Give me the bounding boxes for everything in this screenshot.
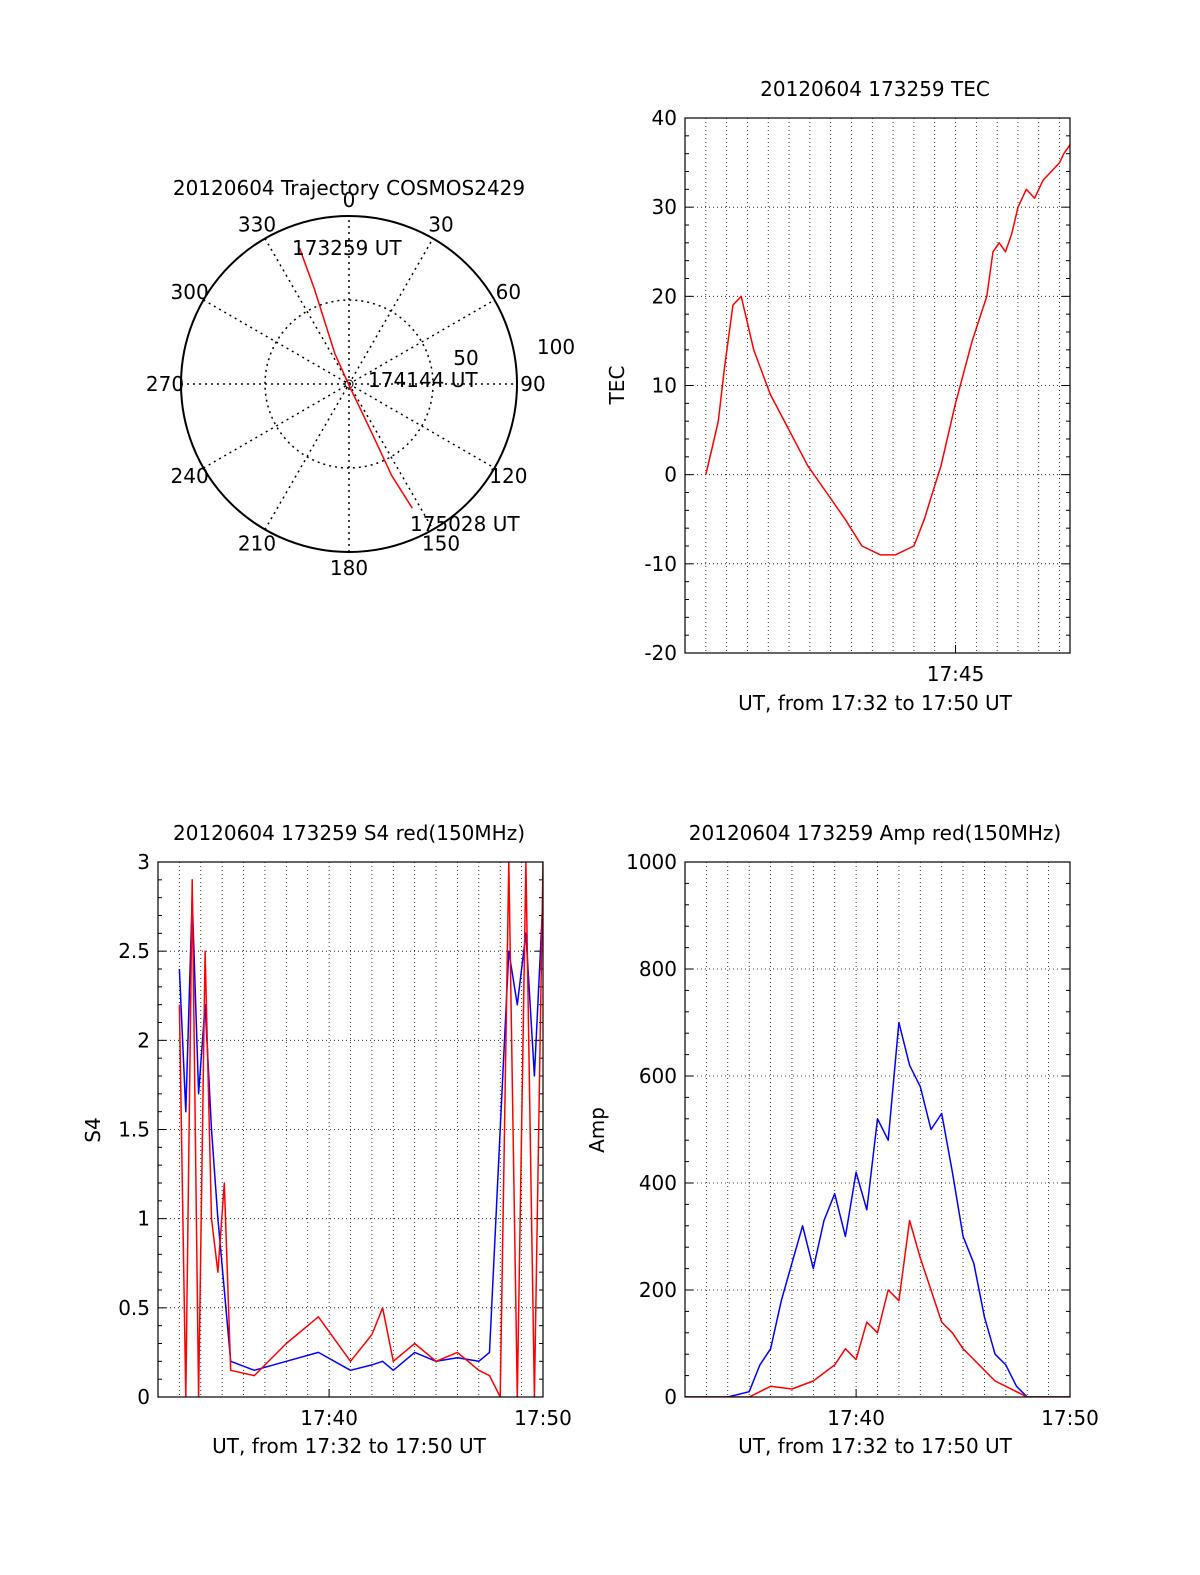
s4-series-line-1 (178, 862, 543, 1397)
trajectory-polar-panel: 20120604 Trajectory COSMOS2429 0 30 60 90 12… (146, 176, 575, 580)
s4-xlabel: UT, from 17:32 to 17:50 UT (212, 1434, 487, 1458)
polar-azimuth-label: 240 (171, 464, 209, 488)
amp-panel: 20120604 173259 Amp red(150MHz) UT, from… (585, 821, 1099, 1458)
amp-ytick-label: 600 (639, 1064, 677, 1088)
trajectory-start-label: 173259 UT (292, 236, 402, 260)
polar-azimuth-label: 210 (238, 531, 276, 555)
polar-azimuth-label: 90 (520, 372, 545, 396)
amp-xlabel: UT, from 17:32 to 17:50 UT (738, 1434, 1013, 1458)
amp-ytick-label: 1000 (626, 850, 677, 874)
s4-ylabel: S4 (81, 1117, 105, 1142)
tec-ytick-label: 40 (652, 106, 677, 130)
amp-ytick-label: 800 (639, 957, 677, 981)
amp-title: 20120604 173259 Amp red(150MHz) (689, 821, 1061, 845)
tec-series-line-0 (705, 144, 1070, 556)
polar-azimuth-label: 150 (422, 531, 460, 555)
polar-ring-label: 100 (537, 335, 575, 359)
amp-ytick-label: 200 (639, 1278, 677, 1302)
s4-ytick-label: 0 (137, 1385, 150, 1409)
polar-azimuth-label: 180 (330, 556, 368, 580)
tec-title: 20120604 173259 TEC (760, 77, 990, 101)
s4-ytick-label: 1 (137, 1207, 150, 1231)
tec-ytick-label: -10 (644, 552, 677, 576)
tec-ytick-label: 20 (652, 284, 677, 308)
tec-panel: 20120604 173259 TEC UT, from 17:32 to 17… (605, 77, 1071, 715)
s4-series-line-0 (178, 896, 543, 1372)
polar-azimuth-label: 0 (343, 188, 356, 212)
s4-ytick-label: 2.5 (118, 939, 150, 963)
tec-xtick-label: 17:45 (927, 662, 985, 686)
amp-series-line-1 (685, 1219, 1070, 1397)
tec-ytick-label: 0 (664, 463, 677, 487)
polar-azimuth-label: 30 (428, 213, 453, 237)
s4-title: 20120604 173259 S4 red(150MHz) (173, 821, 525, 845)
trajectory-end-label: 175028 UT (410, 512, 520, 536)
trajectory-mid-label: 174144 UT (368, 368, 478, 392)
s4-xtick-label: 17:50 (514, 1406, 572, 1430)
s4-ytick-label: 1.5 (118, 1118, 150, 1142)
amp-ylabel: Amp (585, 1107, 609, 1153)
polar-azimuth-label: 60 (496, 280, 521, 304)
tec-series-group (705, 144, 1070, 556)
s4-ytick-label: 0.5 (118, 1296, 150, 1320)
polar-title: 20120604 Trajectory COSMOS2429 (173, 176, 525, 200)
s4-series-group (178, 862, 543, 1397)
s4-ytick-label: 2 (137, 1028, 150, 1052)
tec-xlabel: UT, from 17:32 to 17:50 UT (738, 691, 1013, 715)
tec-frame (684, 117, 1071, 654)
amp-xtick-label: 17:50 (1041, 1406, 1099, 1430)
amp-ytick-label: 400 (639, 1171, 677, 1195)
trajectory-line (298, 247, 413, 509)
s4-ytick-label: 3 (137, 850, 150, 874)
s4-xtick-label: 17:40 (300, 1406, 358, 1430)
tec-ytick-label: 10 (652, 374, 677, 398)
polar-ring-label: 50 (453, 346, 478, 370)
tec-ylabel: TEC (605, 366, 629, 406)
polar-azimuth-label: 300 (171, 280, 209, 304)
tec-ytick-label: 30 (652, 195, 677, 219)
amp-series-line-0 (685, 1021, 1070, 1397)
amp-series-group (685, 1021, 1070, 1397)
tec-ytick-label: -20 (644, 641, 677, 665)
polar-azimuth-label: 120 (489, 464, 527, 488)
amp-ytick-label: 0 (664, 1385, 677, 1409)
amp-xtick-label: 17:40 (827, 1406, 885, 1430)
polar-azimuth-label: 330 (238, 213, 276, 237)
polar-azimuth-label: 270 (146, 372, 184, 396)
s4-frame (157, 861, 544, 1398)
s4-panel: 20120604 173259 S4 red(150MHz) UT, from … (81, 821, 572, 1458)
amp-frame (684, 861, 1071, 1398)
